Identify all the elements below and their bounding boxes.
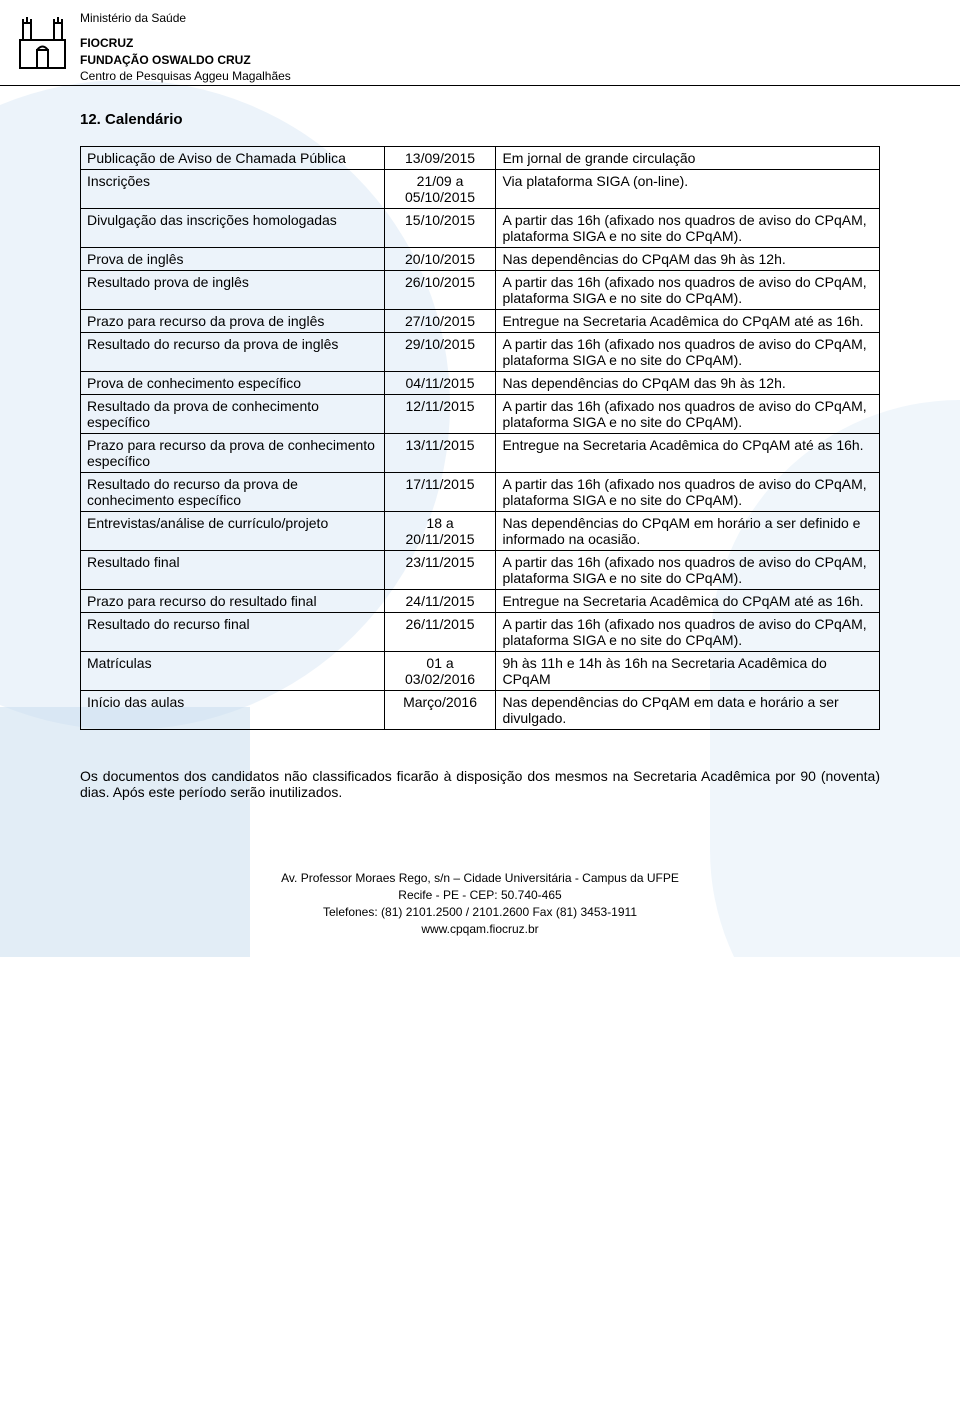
table-row: Resultado da prova de conhecimento espec… [81, 395, 880, 434]
table-cell: A partir das 16h (afixado nos quadros de… [496, 473, 880, 512]
table-row: Resultado final23/11/2015A partir das 16… [81, 551, 880, 590]
footer-address: Av. Professor Moraes Rego, s/n – Cidade … [0, 870, 960, 887]
table-cell: Matrículas [81, 652, 385, 691]
main-content: 12. Calendário Publicação de Aviso de Ch… [0, 111, 960, 840]
table-cell: 21/09 a 05/10/2015 [384, 170, 496, 209]
table-cell: Resultado final [81, 551, 385, 590]
table-cell: Entregue na Secretaria Acadêmica do CPqA… [496, 590, 880, 613]
table-row: Resultado prova de inglês26/10/2015A par… [81, 271, 880, 310]
table-cell: 24/11/2015 [384, 590, 496, 613]
table-cell: Resultado do recurso final [81, 613, 385, 652]
table-cell: A partir das 16h (afixado nos quadros de… [496, 209, 880, 248]
table-cell: Nas dependências do CPqAM das 9h às 12h. [496, 372, 880, 395]
table-row: Início das aulasMarço/2016Nas dependênci… [81, 691, 880, 730]
table-cell: 20/10/2015 [384, 248, 496, 271]
table-cell: 13/09/2015 [384, 147, 496, 170]
table-cell: 26/10/2015 [384, 271, 496, 310]
footer-url: www.cpqam.fiocruz.br [0, 921, 960, 938]
table-row: Prova de inglês20/10/2015Nas dependência… [81, 248, 880, 271]
table-cell: 12/11/2015 [384, 395, 496, 434]
page-footer: Av. Professor Moraes Rego, s/n – Cidade … [0, 840, 960, 957]
footer-phone: Telefones: (81) 2101.2500 / 2101.2600 Fa… [0, 904, 960, 921]
table-cell: A partir das 16h (afixado nos quadros de… [496, 271, 880, 310]
table-cell: Prova de conhecimento específico [81, 372, 385, 395]
table-cell: Nas dependências do CPqAM em data e horá… [496, 691, 880, 730]
table-cell: Início das aulas [81, 691, 385, 730]
table-row: Prazo para recurso da prova de conhecime… [81, 434, 880, 473]
fiocruz-logo [15, 15, 70, 70]
table-cell: A partir das 16h (afixado nos quadros de… [496, 395, 880, 434]
document-header: Ministério da Saúde FIOCRUZ FUNDAÇÃO OSW… [0, 0, 960, 86]
center-name: Centro de Pesquisas Aggeu Magalhães [80, 68, 291, 85]
table-cell: 13/11/2015 [384, 434, 496, 473]
org-fiocruz: FIOCRUZ [80, 35, 291, 52]
table-cell: 18 a 20/11/2015 [384, 512, 496, 551]
table-row: Inscrições21/09 a 05/10/2015Via platafor… [81, 170, 880, 209]
table-cell: 04/11/2015 [384, 372, 496, 395]
table-cell: Prazo para recurso da prova de inglês [81, 310, 385, 333]
table-cell: 17/11/2015 [384, 473, 496, 512]
table-cell: 15/10/2015 [384, 209, 496, 248]
table-cell: A partir das 16h (afixado nos quadros de… [496, 333, 880, 372]
footer-city: Recife - PE - CEP: 50.740-465 [0, 887, 960, 904]
section-title: 12. Calendário [80, 111, 880, 128]
table-row: Publicação de Aviso de Chamada Pública13… [81, 147, 880, 170]
page-content: Ministério da Saúde FIOCRUZ FUNDAÇÃO OSW… [0, 0, 960, 957]
table-row: Resultado do recurso final26/11/2015A pa… [81, 613, 880, 652]
table-cell: 26/11/2015 [384, 613, 496, 652]
table-cell: Prova de inglês [81, 248, 385, 271]
table-cell: Nas dependências do CPqAM das 9h às 12h. [496, 248, 880, 271]
table-row: Divulgação das inscrições homologadas15/… [81, 209, 880, 248]
table-row: Prazo para recurso da prova de inglês27/… [81, 310, 880, 333]
calendar-table: Publicação de Aviso de Chamada Pública13… [80, 146, 880, 730]
table-cell: Março/2016 [384, 691, 496, 730]
table-cell: Resultado da prova de conhecimento espec… [81, 395, 385, 434]
table-row: Matrículas01 a 03/02/20169h às 11h e 14h… [81, 652, 880, 691]
table-row: Resultado do recurso da prova de inglês2… [81, 333, 880, 372]
table-cell: Resultado prova de inglês [81, 271, 385, 310]
header-text-block: Ministério da Saúde FIOCRUZ FUNDAÇÃO OSW… [80, 10, 291, 85]
table-cell: A partir das 16h (afixado nos quadros de… [496, 613, 880, 652]
table-cell: 29/10/2015 [384, 333, 496, 372]
table-cell: Entregue na Secretaria Acadêmica do CPqA… [496, 310, 880, 333]
table-cell: Prazo para recurso do resultado final [81, 590, 385, 613]
table-cell: 01 a 03/02/2016 [384, 652, 496, 691]
table-row: Entrevistas/análise de currículo/projeto… [81, 512, 880, 551]
table-cell: Via plataforma SIGA (on-line). [496, 170, 880, 209]
table-cell: 23/11/2015 [384, 551, 496, 590]
footnote-text: Os documentos dos candidatos não classif… [80, 768, 880, 800]
table-cell: A partir das 16h (afixado nos quadros de… [496, 551, 880, 590]
table-cell: Prazo para recurso da prova de conhecime… [81, 434, 385, 473]
table-row: Resultado do recurso da prova de conheci… [81, 473, 880, 512]
table-row: Prova de conhecimento específico04/11/20… [81, 372, 880, 395]
table-cell: Entrevistas/análise de currículo/projeto [81, 512, 385, 551]
table-cell: Entregue na Secretaria Acadêmica do CPqA… [496, 434, 880, 473]
table-row: Prazo para recurso do resultado final24/… [81, 590, 880, 613]
table-cell: Nas dependências do CPqAM em horário a s… [496, 512, 880, 551]
table-cell: 9h às 11h e 14h às 16h na Secretaria Aca… [496, 652, 880, 691]
table-cell: Publicação de Aviso de Chamada Pública [81, 147, 385, 170]
ministry-label: Ministério da Saúde [80, 10, 291, 27]
table-cell: Divulgação das inscrições homologadas [81, 209, 385, 248]
table-cell: Resultado do recurso da prova de conheci… [81, 473, 385, 512]
table-cell: 27/10/2015 [384, 310, 496, 333]
table-cell: Resultado do recurso da prova de inglês [81, 333, 385, 372]
table-cell: Inscrições [81, 170, 385, 209]
org-fundacao: FUNDAÇÃO OSWALDO CRUZ [80, 52, 291, 69]
table-cell: Em jornal de grande circulação [496, 147, 880, 170]
